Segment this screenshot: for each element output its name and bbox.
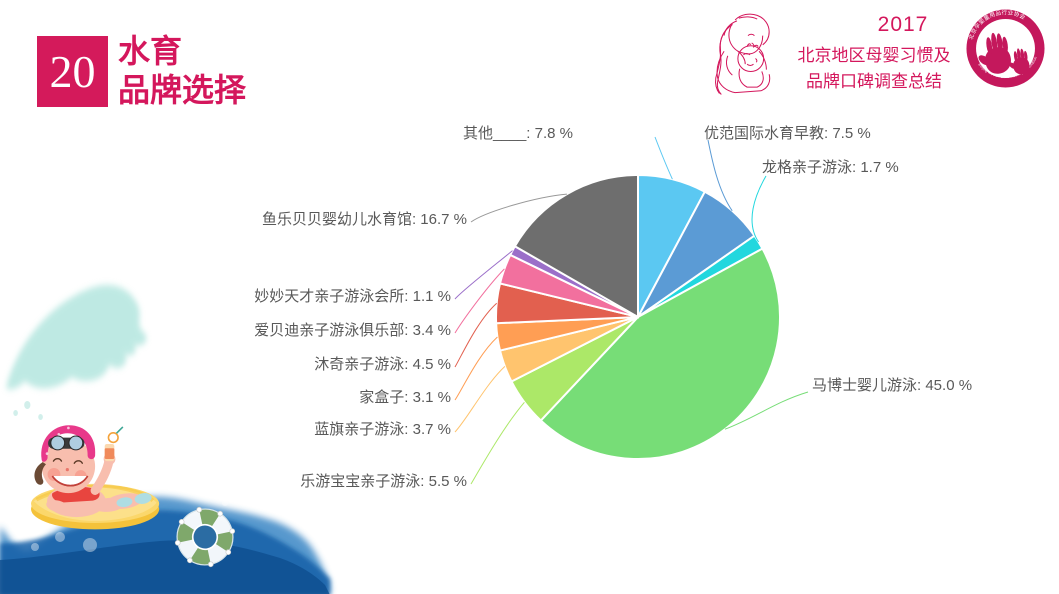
svg-text:妙妙天才亲子游泳会所: 1.1 %: 妙妙天才亲子游泳会所: 1.1 % [254, 288, 451, 305]
svg-text:鱼乐贝贝婴幼儿水育馆: 16.7 %: 鱼乐贝贝婴幼儿水育馆: 16.7 % [262, 210, 467, 228]
svg-text:蓝旗亲子游泳: 3.7 %: 蓝旗亲子游泳: 3.7 % [314, 421, 451, 438]
svg-text:乐游宝宝亲子游泳: 5.5 %: 乐游宝宝亲子游泳: 5.5 % [300, 473, 467, 490]
svg-text:家盒子: 3.1 %: 家盒子: 3.1 % [359, 389, 451, 406]
svg-text:龙格亲子游泳: 1.7 %: 龙格亲子游泳: 1.7 % [762, 159, 899, 176]
svg-text:优范国际水育早教: 7.5 %: 优范国际水育早教: 7.5 % [704, 125, 871, 142]
svg-text:爱贝迪亲子游泳俱乐部: 3.4 %: 爱贝迪亲子游泳俱乐部: 3.4 % [254, 322, 451, 339]
svg-text:沐奇亲子游泳: 4.5 %: 沐奇亲子游泳: 4.5 % [314, 356, 451, 373]
svg-text:其他____: 7.8 %: 其他____: 7.8 % [463, 125, 573, 142]
svg-text:马博士婴儿游泳: 45.0 %: 马博士婴儿游泳: 45.0 % [812, 377, 972, 394]
